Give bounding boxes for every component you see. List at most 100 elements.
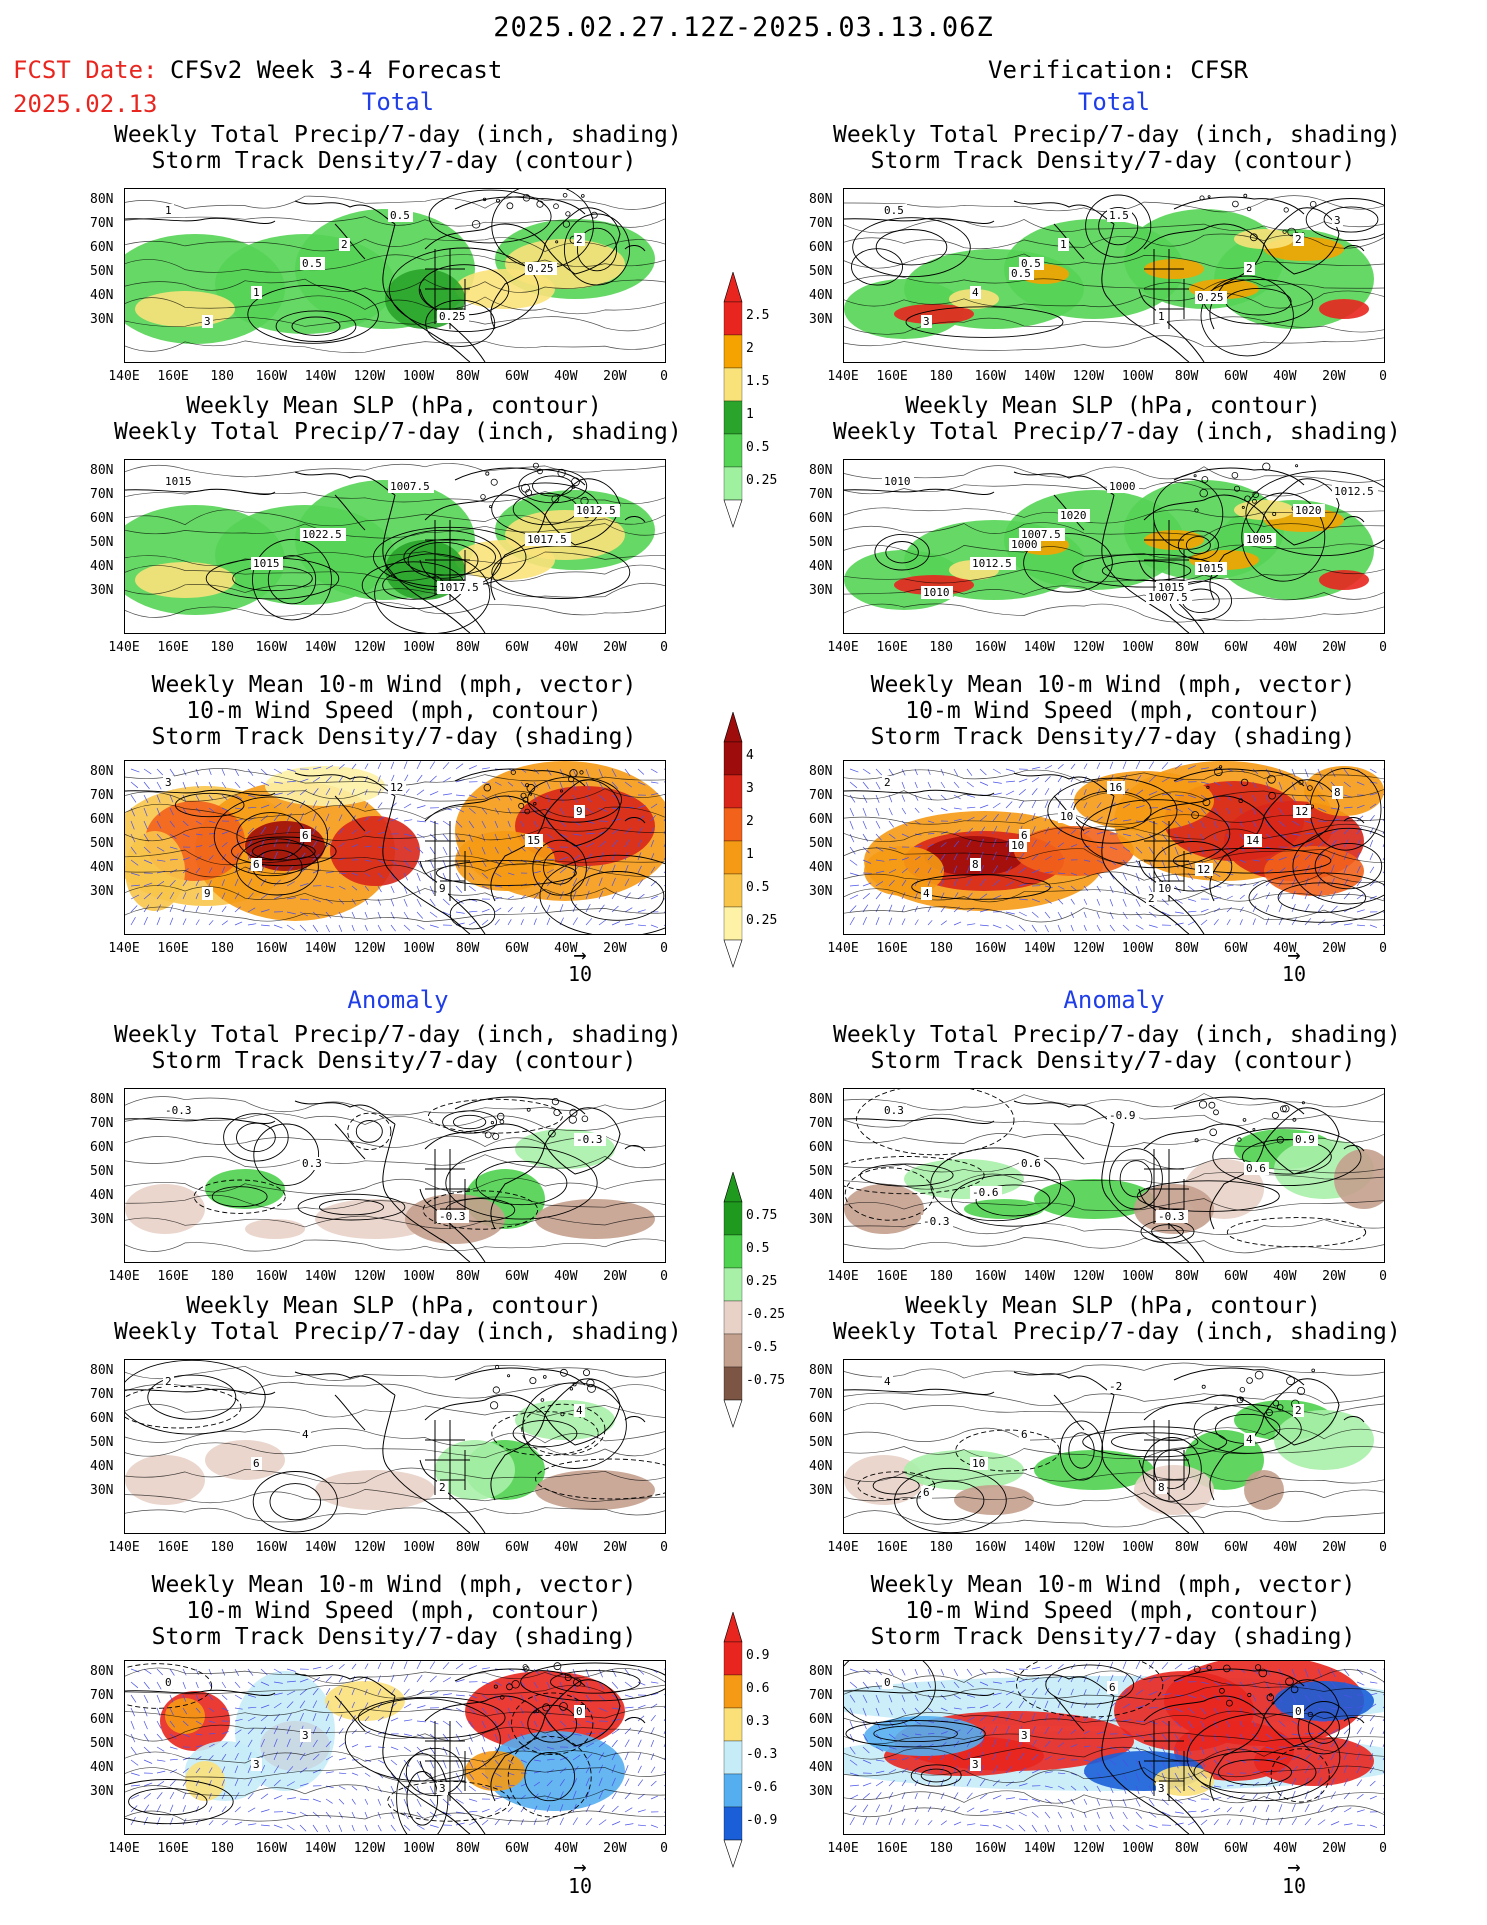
colorbar-label-storm_total: 2 (746, 814, 754, 829)
contour-label: -0.3 (923, 1215, 950, 1228)
contour-label: 2 (439, 1481, 446, 1494)
lat-label-r4-left: 60N (90, 1140, 114, 1155)
lon-label-r4-right: 60W (1223, 1269, 1248, 1284)
lon-label-r2-left: 160E (157, 640, 189, 655)
lon-label-r3-right: 180 (929, 941, 953, 956)
colorbar-swatch (723, 400, 743, 435)
contour-label: 2 (576, 233, 583, 246)
shading-region (455, 540, 555, 580)
shading-region (1234, 500, 1294, 520)
colorbar-swatch (723, 1641, 743, 1676)
vector-reference-arrow-icon: → (1287, 1855, 1301, 1880)
contour-label: 10 (1158, 882, 1171, 895)
lat-label-r1-right: 30N (809, 312, 833, 327)
lon-label-r6-right: 160W (974, 1841, 1006, 1856)
lat-label-r1-left: 70N (90, 216, 114, 231)
contour-label: 1007.5 (1148, 591, 1188, 604)
colorbar-label-precip_anom: -0.75 (746, 1373, 786, 1388)
contour-label: 1012.5 (972, 557, 1012, 570)
shading-region (265, 766, 385, 806)
lon-label-r1-right: 160E (876, 369, 908, 384)
contour-label: -0.3 (576, 1133, 603, 1146)
lon-label-r6-left: 120W (353, 1841, 386, 1856)
lon-label-r6-right: 180 (929, 1841, 953, 1856)
contour-label: 0.5 (302, 257, 322, 270)
shading-region (125, 831, 185, 911)
lon-label-r2-right: 20W (1322, 640, 1346, 655)
map-canvas-r3-left: 3 6 9 9 6 12 15 9 (125, 761, 665, 934)
map-panel-r2-left: 1015 1022.5 1017.5 1012.5 1015 1007.5 1017.5 (124, 459, 666, 634)
lon-label-r5-left: 100W (402, 1540, 435, 1555)
lon-label-r6-left: 100W (402, 1841, 435, 1856)
contour-label: 1000 (1109, 480, 1136, 493)
contour-label: 0.25 (1197, 291, 1224, 304)
shading-region (1134, 1465, 1214, 1515)
lon-label-r4-right: 40W (1273, 1269, 1297, 1284)
lat-label-r5-right: 50N (809, 1435, 833, 1450)
lon-label-r2-left: 80W (455, 640, 480, 655)
lon-label-r1-left: 160W (255, 369, 287, 384)
lat-label-r2-right: 80N (809, 463, 833, 478)
lat-label-r6-left: 60N (90, 1712, 114, 1727)
contour-label: 1017.5 (439, 581, 479, 594)
contour-label: 1 (1158, 310, 1165, 323)
contour-label: 0 (576, 1705, 583, 1718)
lat-label-r3-left: 70N (90, 788, 114, 803)
lon-label-r1-right: 40W (1273, 369, 1297, 384)
lat-label-r6-left: 40N (90, 1760, 114, 1775)
lon-label-r5-right: 0 (1379, 1540, 1387, 1555)
panel-title-r5-left-line2: Weekly Total Precip/7-day (inch, shading… (114, 1319, 682, 1345)
contour-label: 4 (576, 1404, 583, 1417)
shading-region (844, 1184, 924, 1234)
lon-label-r3-left: 0 (660, 941, 668, 956)
lat-label-r2-left: 80N (90, 463, 114, 478)
lon-label-r5-left: 160E (157, 1540, 189, 1555)
panel-title-r6-left-line1: Weekly Mean 10-m Wind (mph, vector) (151, 1572, 637, 1598)
lon-label-r2-left: 160W (255, 640, 287, 655)
lat-label-r2-right: 30N (809, 583, 833, 598)
lon-label-r1-right: 100W (1121, 369, 1154, 384)
panel-title-r6-left-line2: 10-m Wind Speed (mph, contour) (186, 1598, 602, 1624)
map-canvas-r4-right: 0.3 0.6 -0.3 0.9 -0.6 -0.9 0.6 -0.3 (844, 1089, 1384, 1262)
colorbar-swatch (723, 1333, 743, 1368)
contour-label: 2 (1246, 262, 1253, 275)
lon-label-r3-left: 40W (554, 941, 578, 956)
lon-label-r4-left: 20W (603, 1269, 627, 1284)
lat-label-r3-right: 80N (809, 764, 833, 779)
shading-region (1319, 299, 1369, 319)
contour-label: 6 (302, 829, 309, 842)
lat-label-r4-left: 40N (90, 1188, 114, 1203)
contour-label: 9 (439, 882, 446, 895)
lon-label-r4-left: 100W (402, 1269, 435, 1284)
lat-label-r6-left: 50N (90, 1736, 114, 1751)
lon-label-r6-right: 120W (1072, 1841, 1105, 1856)
contour-label: 0.9 (1295, 1133, 1315, 1146)
contour-label: 0 (165, 1676, 172, 1689)
shading-region (125, 1184, 205, 1234)
lon-label-r1-right: 80W (1174, 369, 1199, 384)
contour-label: 0.6 (1021, 1157, 1041, 1170)
lon-label-r2-right: 180 (929, 640, 953, 655)
colorbar-label-precip_anom: -0.25 (746, 1307, 786, 1322)
lon-label-r1-right: 140E (827, 369, 859, 384)
lat-label-r2-right: 70N (809, 487, 833, 502)
lon-label-r3-left: 140W (304, 941, 337, 956)
lon-label-r3-left: 120W (353, 941, 386, 956)
contour-label: 0.25 (439, 310, 466, 323)
colorbar-swatch (723, 1300, 743, 1335)
lon-label-r5-right: 20W (1322, 1540, 1346, 1555)
panel-title-r3-left-line3: Storm Track Density/7-day (shading) (151, 724, 637, 750)
lon-label-r1-left: 100W (402, 369, 435, 384)
contour-label: 1007.5 (1021, 528, 1061, 541)
lon-label-r5-left: 80W (455, 1540, 480, 1555)
lat-label-r5-left: 80N (90, 1363, 114, 1378)
lon-label-r4-left: 140E (108, 1269, 140, 1284)
shading-region (1034, 1450, 1154, 1490)
colorbar-storm_total (722, 710, 744, 968)
panel-title-r3-right-line1: Weekly Mean 10-m Wind (mph, vector) (870, 672, 1356, 698)
lon-label-r6-left: 20W (603, 1841, 627, 1856)
shading-region (135, 291, 235, 327)
colorbar-label-storm_total: 4 (746, 748, 754, 763)
lon-label-r2-right: 0 (1379, 640, 1387, 655)
colorbar-swatch (723, 367, 743, 402)
